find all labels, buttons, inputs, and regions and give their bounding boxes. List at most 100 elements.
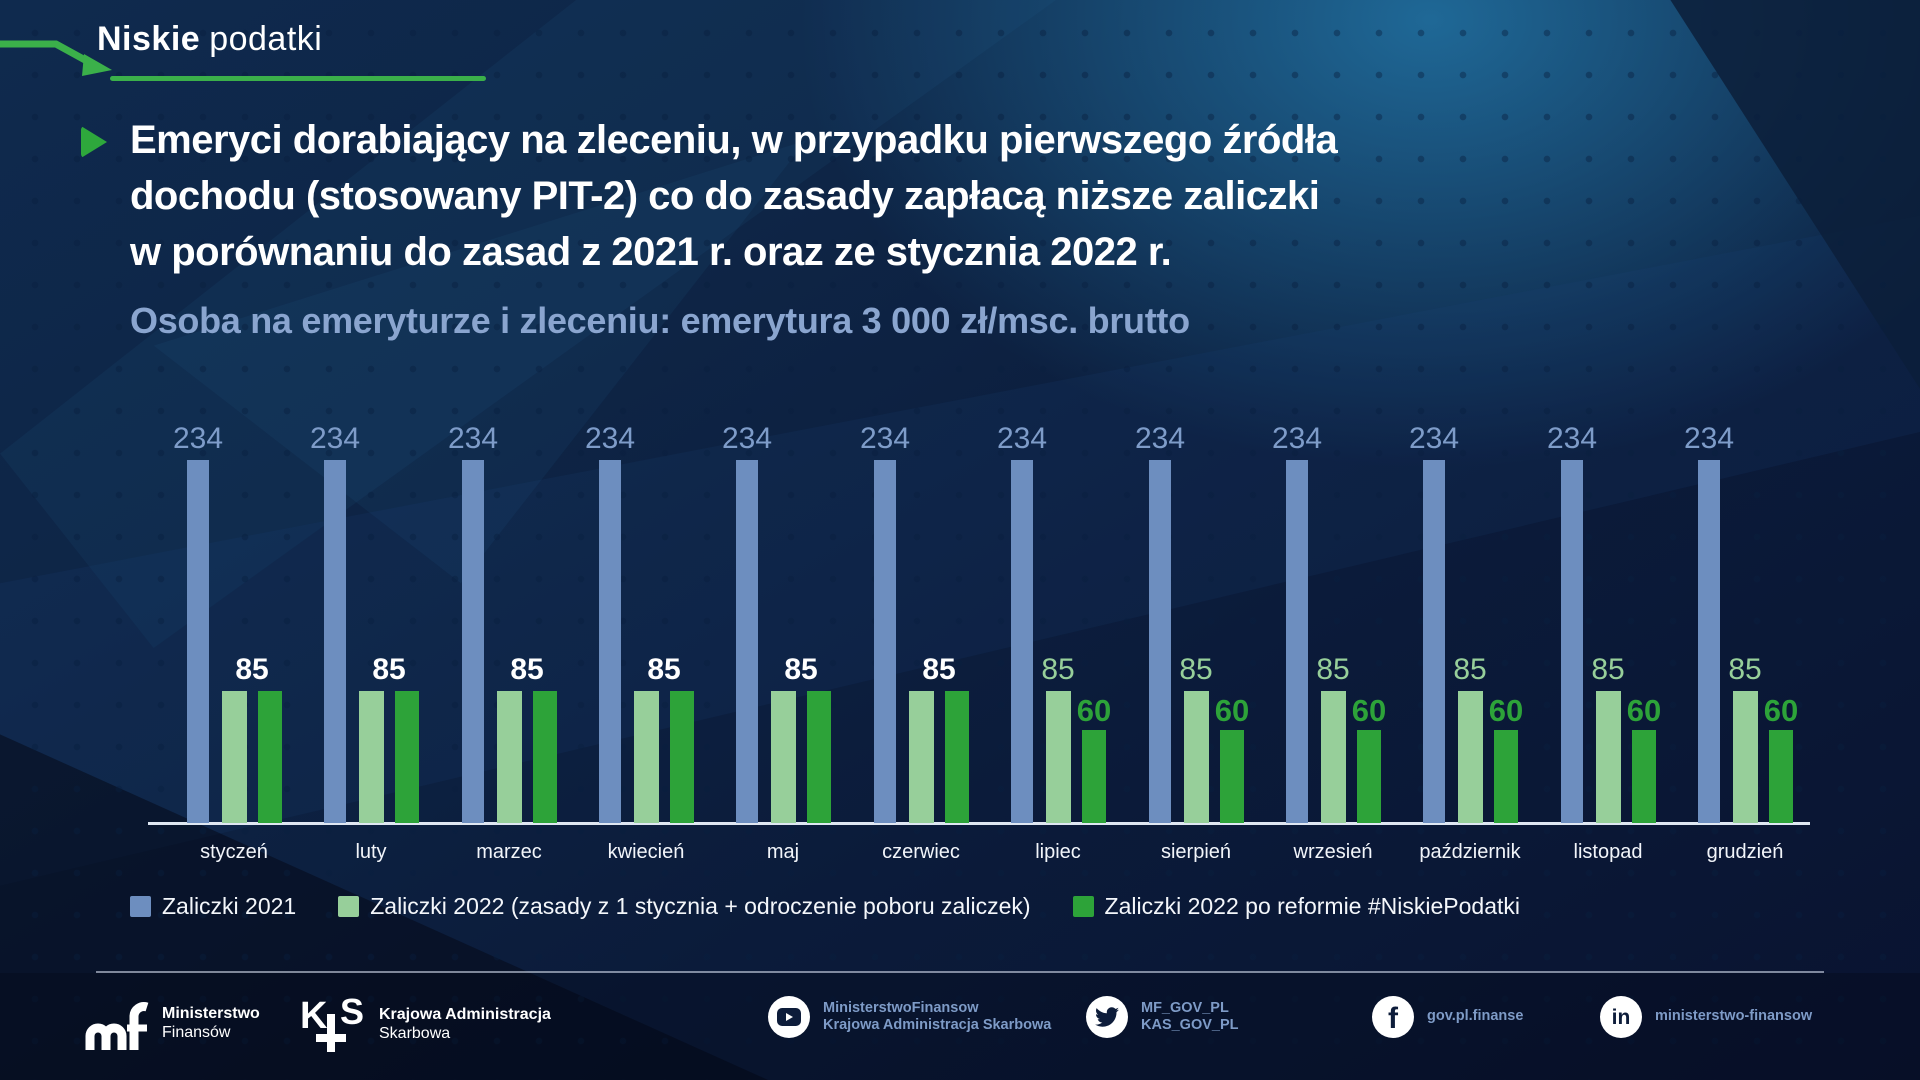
- twitter-handle-line1: MF_GOV_PL: [1141, 999, 1229, 1016]
- bar-zaliczki-2022-reforma: [670, 691, 694, 823]
- bar-value-2021: 234: [584, 422, 636, 455]
- bar-value-2022-styczen: 85: [1316, 653, 1350, 686]
- footer-linkedin: in ministerstwo-finansow: [1600, 996, 1812, 1038]
- bar-value-2022: 85: [647, 653, 681, 686]
- month-label: sierpień: [1160, 841, 1232, 863]
- bar-value-2021: 234: [1683, 422, 1735, 455]
- bar-zaliczki-2021: [1011, 460, 1033, 823]
- bar-zaliczki-2021: [1698, 460, 1720, 823]
- ministry-of-finance-logo-icon: [85, 1002, 149, 1050]
- bar-zaliczki-2021: [1286, 460, 1308, 823]
- brand-title-bold: Niskie: [97, 20, 201, 58]
- bar-zaliczki-2022-styczen: [1458, 691, 1483, 823]
- legend-swatch-0: [130, 896, 151, 917]
- month-label: czerwiec: [882, 841, 960, 863]
- bar-value-2021: 234: [309, 422, 361, 455]
- youtube-handle-line1: MinisterstwoFinansow: [823, 999, 979, 1016]
- month-label: listopad: [1573, 841, 1643, 863]
- bar-value-2022-styczen: 85: [1453, 653, 1487, 686]
- ministry-name-line1: Ministerstwo: [162, 1005, 260, 1023]
- bar-zaliczki-2021: [324, 460, 346, 823]
- bar-zaliczki-2021: [462, 460, 484, 823]
- twitter-icon: [1086, 996, 1128, 1038]
- bar-zaliczki-2022-styczen: [1184, 691, 1209, 823]
- bar-value-2022: 85: [922, 653, 956, 686]
- bar-value-2022-styczen: 85: [1179, 653, 1213, 686]
- footer-facebook: f gov.pl.finanse: [1372, 996, 1523, 1038]
- month-label: wrzesień: [1293, 841, 1373, 863]
- bar-zaliczki-2022-reforma: [1220, 730, 1244, 823]
- bar-value-2021: 234: [172, 422, 224, 455]
- footer-youtube: MinisterstwoFinansow Krajowa Administrac…: [768, 996, 1051, 1038]
- bar-value-2022-reforma: 60: [1763, 693, 1799, 728]
- linkedin-handle: ministerstwo-finansow: [1655, 1008, 1813, 1025]
- kas-name-line2: Skarbowa: [379, 1025, 451, 1042]
- legend-item-0: Zaliczki 2021: [130, 893, 296, 920]
- month-label: maj: [766, 841, 800, 863]
- chart-subtitle: Osoba na emeryturze i zleceniu: emerytur…: [130, 300, 1190, 341]
- chart-baseline: [148, 822, 1810, 825]
- bar-zaliczki-2022-reforma: [1357, 730, 1381, 823]
- page-title-line2: dochodu (stosowany PIT-2) co do zasady z…: [130, 174, 1320, 218]
- bar-zaliczki-2022-reforma: [1494, 730, 1518, 823]
- month-label: marzec: [476, 841, 542, 863]
- page-title: Emeryci dorabiający na zleceniu, w przyp…: [130, 112, 1338, 280]
- month-label: kwiecień: [607, 841, 685, 863]
- bar-zaliczki-2022-reforma: [258, 691, 282, 823]
- legend-label-0: Zaliczki 2021: [162, 893, 297, 919]
- bar-zaliczki-2022-styczen: [1046, 691, 1071, 823]
- bar-value-2022: 85: [372, 653, 406, 686]
- youtube-handle-line2: Krajowa Administracja Skarbowa: [823, 1017, 1052, 1033]
- bar-zaliczki-2022-reforma: [395, 691, 419, 823]
- bar-zaliczki-2021: [599, 460, 621, 823]
- legend-label-1: Zaliczki 2022 (zasady z 1 stycznia + odr…: [370, 893, 1031, 919]
- bar-value-2022: 85: [235, 653, 269, 686]
- bar-zaliczki-2022-reforma: [807, 691, 831, 823]
- bar-value-2022-reforma: 60: [1351, 693, 1387, 728]
- bar-zaliczki-2021: [1561, 460, 1583, 823]
- brand-title: Niskie podatki: [97, 20, 322, 59]
- footer-kas: K S Krajowa Administracja Skarbowa: [300, 996, 551, 1054]
- page-title-line3: w porównaniu do zasad z 2021 r. oraz ze …: [130, 230, 1172, 274]
- bar-zaliczki-2021: [874, 460, 896, 823]
- legend-swatch-2: [1072, 896, 1094, 917]
- bar-zaliczki-2022-styczen: [359, 691, 384, 823]
- page-title-line1: Emeryci dorabiający na zleceniu, w przyp…: [130, 118, 1338, 162]
- bar-zaliczki-2022-reforma: [1632, 730, 1656, 823]
- bar-zaliczki-2022-styczen: [1596, 691, 1621, 823]
- kas-logo-icon: K S: [300, 996, 364, 1052]
- bar-zaliczki-2022-styczen: [771, 691, 796, 823]
- svg-text:K: K: [300, 996, 328, 1037]
- bar-zaliczki-2022-styczen: [222, 691, 247, 823]
- bar-zaliczki-2022-reforma: [533, 691, 557, 823]
- footer-divider: [96, 971, 1824, 973]
- facebook-icon: f: [1372, 996, 1414, 1038]
- legend-item-2: Zaliczki 2022 po reformie #NiskiePodatki: [1072, 893, 1520, 920]
- legend-item-1: Zaliczki 2022 (zasady z 1 stycznia + odr…: [338, 893, 1031, 920]
- brand-underline: [110, 76, 486, 81]
- bar-zaliczki-2022-reforma: [1769, 730, 1793, 823]
- bar-value-2021: 234: [1408, 422, 1460, 455]
- bar-value-2021: 234: [1134, 422, 1186, 455]
- bar-value-2022-styczen: 85: [1728, 653, 1762, 686]
- bar-value-2022-reforma: 60: [1626, 693, 1662, 728]
- bar-zaliczki-2022-reforma: [1082, 730, 1106, 823]
- bar-zaliczki-2021: [187, 460, 209, 823]
- bar-value-2022-reforma: 60: [1076, 693, 1112, 728]
- month-label: grudzień: [1706, 841, 1784, 863]
- bar-value-2022-reforma: 60: [1488, 693, 1524, 728]
- month-label: luty: [355, 841, 387, 863]
- bar-value-2022-reforma: 60: [1214, 693, 1250, 728]
- bar-zaliczki-2021: [1423, 460, 1445, 823]
- bar-value-2022: 85: [784, 653, 818, 686]
- bar-zaliczki-2022-styczen: [497, 691, 522, 823]
- month-label: październik: [1419, 841, 1521, 863]
- legend-swatch-1: [338, 896, 360, 917]
- bar-value-2022-styczen: 85: [1591, 653, 1625, 686]
- bar-value-2021: 234: [447, 422, 499, 455]
- footer-twitter: MF_GOV_PL KAS_GOV_PL: [1086, 996, 1239, 1038]
- bar-value-2022-styczen: 85: [1041, 653, 1075, 686]
- ministry-name-line2: Finansów: [162, 1024, 231, 1041]
- month-label: lipiec: [1035, 841, 1081, 863]
